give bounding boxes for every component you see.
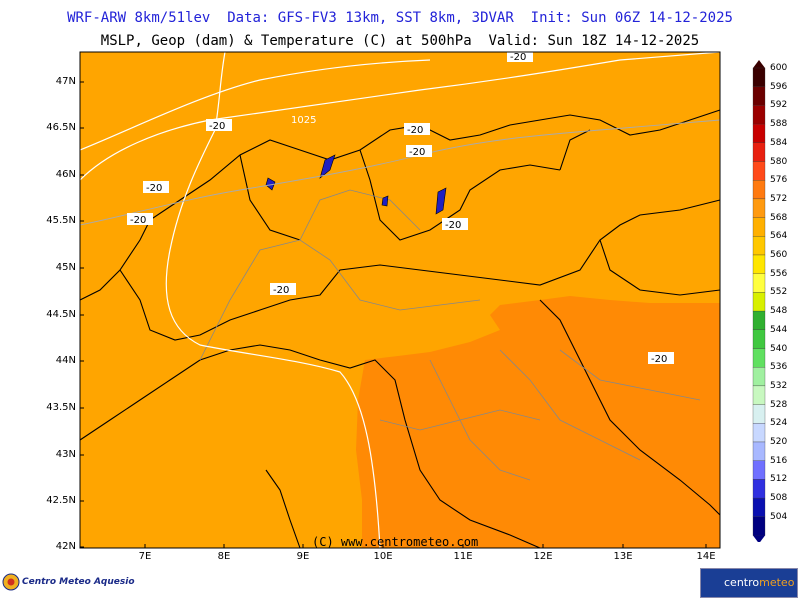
colorbar-label: 600 — [770, 63, 788, 73]
lat-label: 43.5N — [46, 402, 76, 413]
region-borders — [199, 189, 701, 481]
colorbar-segment — [752, 479, 766, 499]
copyright-text: (C) www.centrometeo.com — [312, 535, 479, 549]
isotherms — [79, 119, 721, 226]
logo-left-text: Centro Meteo Aquesio — [22, 577, 135, 587]
colorbar-label: 584 — [770, 137, 788, 148]
colorbar-label: 504 — [770, 511, 788, 522]
colorbar-segment — [752, 348, 766, 368]
lon-label: 13E — [613, 551, 633, 562]
temperature-label: -20 — [651, 354, 667, 365]
lon-label: 11E — [453, 551, 473, 562]
colorbar-label: 560 — [770, 250, 788, 260]
colorbar-segment — [752, 86, 766, 106]
lat-label: 44N — [55, 355, 76, 366]
colorbar-label: 508 — [770, 493, 788, 504]
temperature-label: -20 — [407, 125, 423, 136]
geopotential-576-field — [356, 296, 720, 548]
colorbar-segment — [752, 236, 766, 256]
colorbar-segment — [752, 254, 766, 274]
colorbar-label: 512 — [770, 474, 788, 485]
colorbar-label: 576 — [770, 175, 788, 186]
lon-label: 7E — [138, 551, 152, 562]
colorbar-segment — [752, 292, 766, 312]
lat-label: 42N — [55, 541, 76, 552]
colorbar-label: 580 — [770, 156, 788, 167]
lat-label: 43N — [55, 449, 76, 460]
lakes — [265, 154, 447, 215]
temperature-label: -20 — [130, 215, 146, 226]
colorbar-label: 524 — [770, 418, 788, 429]
logo-right-part-a: centro — [724, 576, 760, 589]
logo-left — [2, 573, 20, 591]
colorbar-top-arrow — [753, 60, 765, 68]
colorbar-label: 572 — [770, 193, 788, 204]
lat-label: 46.5N — [46, 122, 76, 133]
colorbar-segment — [752, 273, 766, 293]
colorbar-label: 552 — [770, 287, 788, 298]
colorbar-segment — [752, 180, 766, 200]
map-frame — [79, 51, 721, 549]
lat-label: 45N — [55, 262, 76, 273]
colorbar-label: 592 — [770, 100, 788, 111]
lat-label: 47N — [55, 76, 76, 87]
colorbar-segment — [752, 105, 766, 125]
colorbar-segment — [752, 423, 766, 443]
logo-right — [700, 568, 798, 598]
title-line-1: WRF-ARW 8km/51lev Data: GFS-FV3 13km, SS… — [67, 10, 733, 26]
colorbar-label: 516 — [770, 455, 788, 466]
colorbar-segment — [752, 367, 766, 387]
colorbar-segment — [752, 516, 766, 536]
logo-right-text: centrometeo — [724, 576, 794, 589]
colorbar-segment — [752, 310, 766, 330]
colorbar-segment — [752, 142, 766, 162]
colorbar-label: 520 — [770, 437, 788, 447]
lat-label: 46N — [55, 169, 76, 180]
lon-label: 14E — [696, 551, 716, 562]
colorbar-label: 544 — [770, 324, 788, 335]
lat-label: 45.5N — [46, 215, 76, 226]
colorbar-segment — [752, 67, 766, 87]
pressure-label: 1025 — [291, 115, 316, 126]
lon-label: 8E — [217, 551, 231, 562]
axis-ticks — [80, 81, 707, 548]
colorbar-label: 564 — [770, 231, 788, 242]
colorbar-label: 528 — [770, 399, 788, 410]
lat-label: 44.5N — [46, 309, 76, 320]
title-line-2: MSLP, Geop (dam) & Temperature (C) at 50… — [100, 33, 700, 49]
colorbar-label: 540 — [770, 343, 788, 354]
lon-label: 12E — [533, 551, 553, 562]
colorbar-segment — [752, 385, 766, 405]
logo-right-part-b: meteo — [759, 576, 795, 589]
lon-label: 9E — [296, 551, 310, 562]
temperature-label: -20 — [273, 285, 289, 296]
temperature-label: -20 — [146, 183, 162, 194]
colorbar-label: 548 — [770, 306, 788, 317]
colorbar-segment — [752, 123, 766, 143]
colorbar-label: 536 — [770, 362, 788, 373]
lon-label: 10E — [373, 551, 393, 562]
colorbar-segment — [752, 198, 766, 218]
colorbar-segment — [752, 161, 766, 181]
colorbar-bottom-arrow — [753, 535, 765, 542]
colorbar-segment — [752, 497, 766, 517]
temperature-label: -20 — [445, 220, 461, 231]
colorbar-segment — [752, 460, 766, 480]
colorbar-segment — [752, 329, 766, 349]
colorbar — [752, 60, 766, 542]
colorbar-label: 596 — [770, 81, 788, 92]
colorbar-segment — [752, 404, 766, 424]
colorbar-segment — [752, 441, 766, 461]
temperature-label: -20 — [510, 52, 526, 63]
colorbar-label: 568 — [770, 212, 788, 223]
colorbar-label: 588 — [770, 119, 788, 130]
temperature-label: -20 — [209, 121, 225, 132]
colorbar-label: 556 — [770, 268, 788, 279]
lat-label: 42.5N — [46, 495, 76, 506]
contour-labels: -20 -20 -20 -20 -20 -20 -20 -20 -20 1025 — [127, 52, 674, 365]
colorbar-segment — [752, 217, 766, 237]
temperature-label: -20 — [409, 147, 425, 158]
colorbar-label: 532 — [770, 380, 788, 391]
